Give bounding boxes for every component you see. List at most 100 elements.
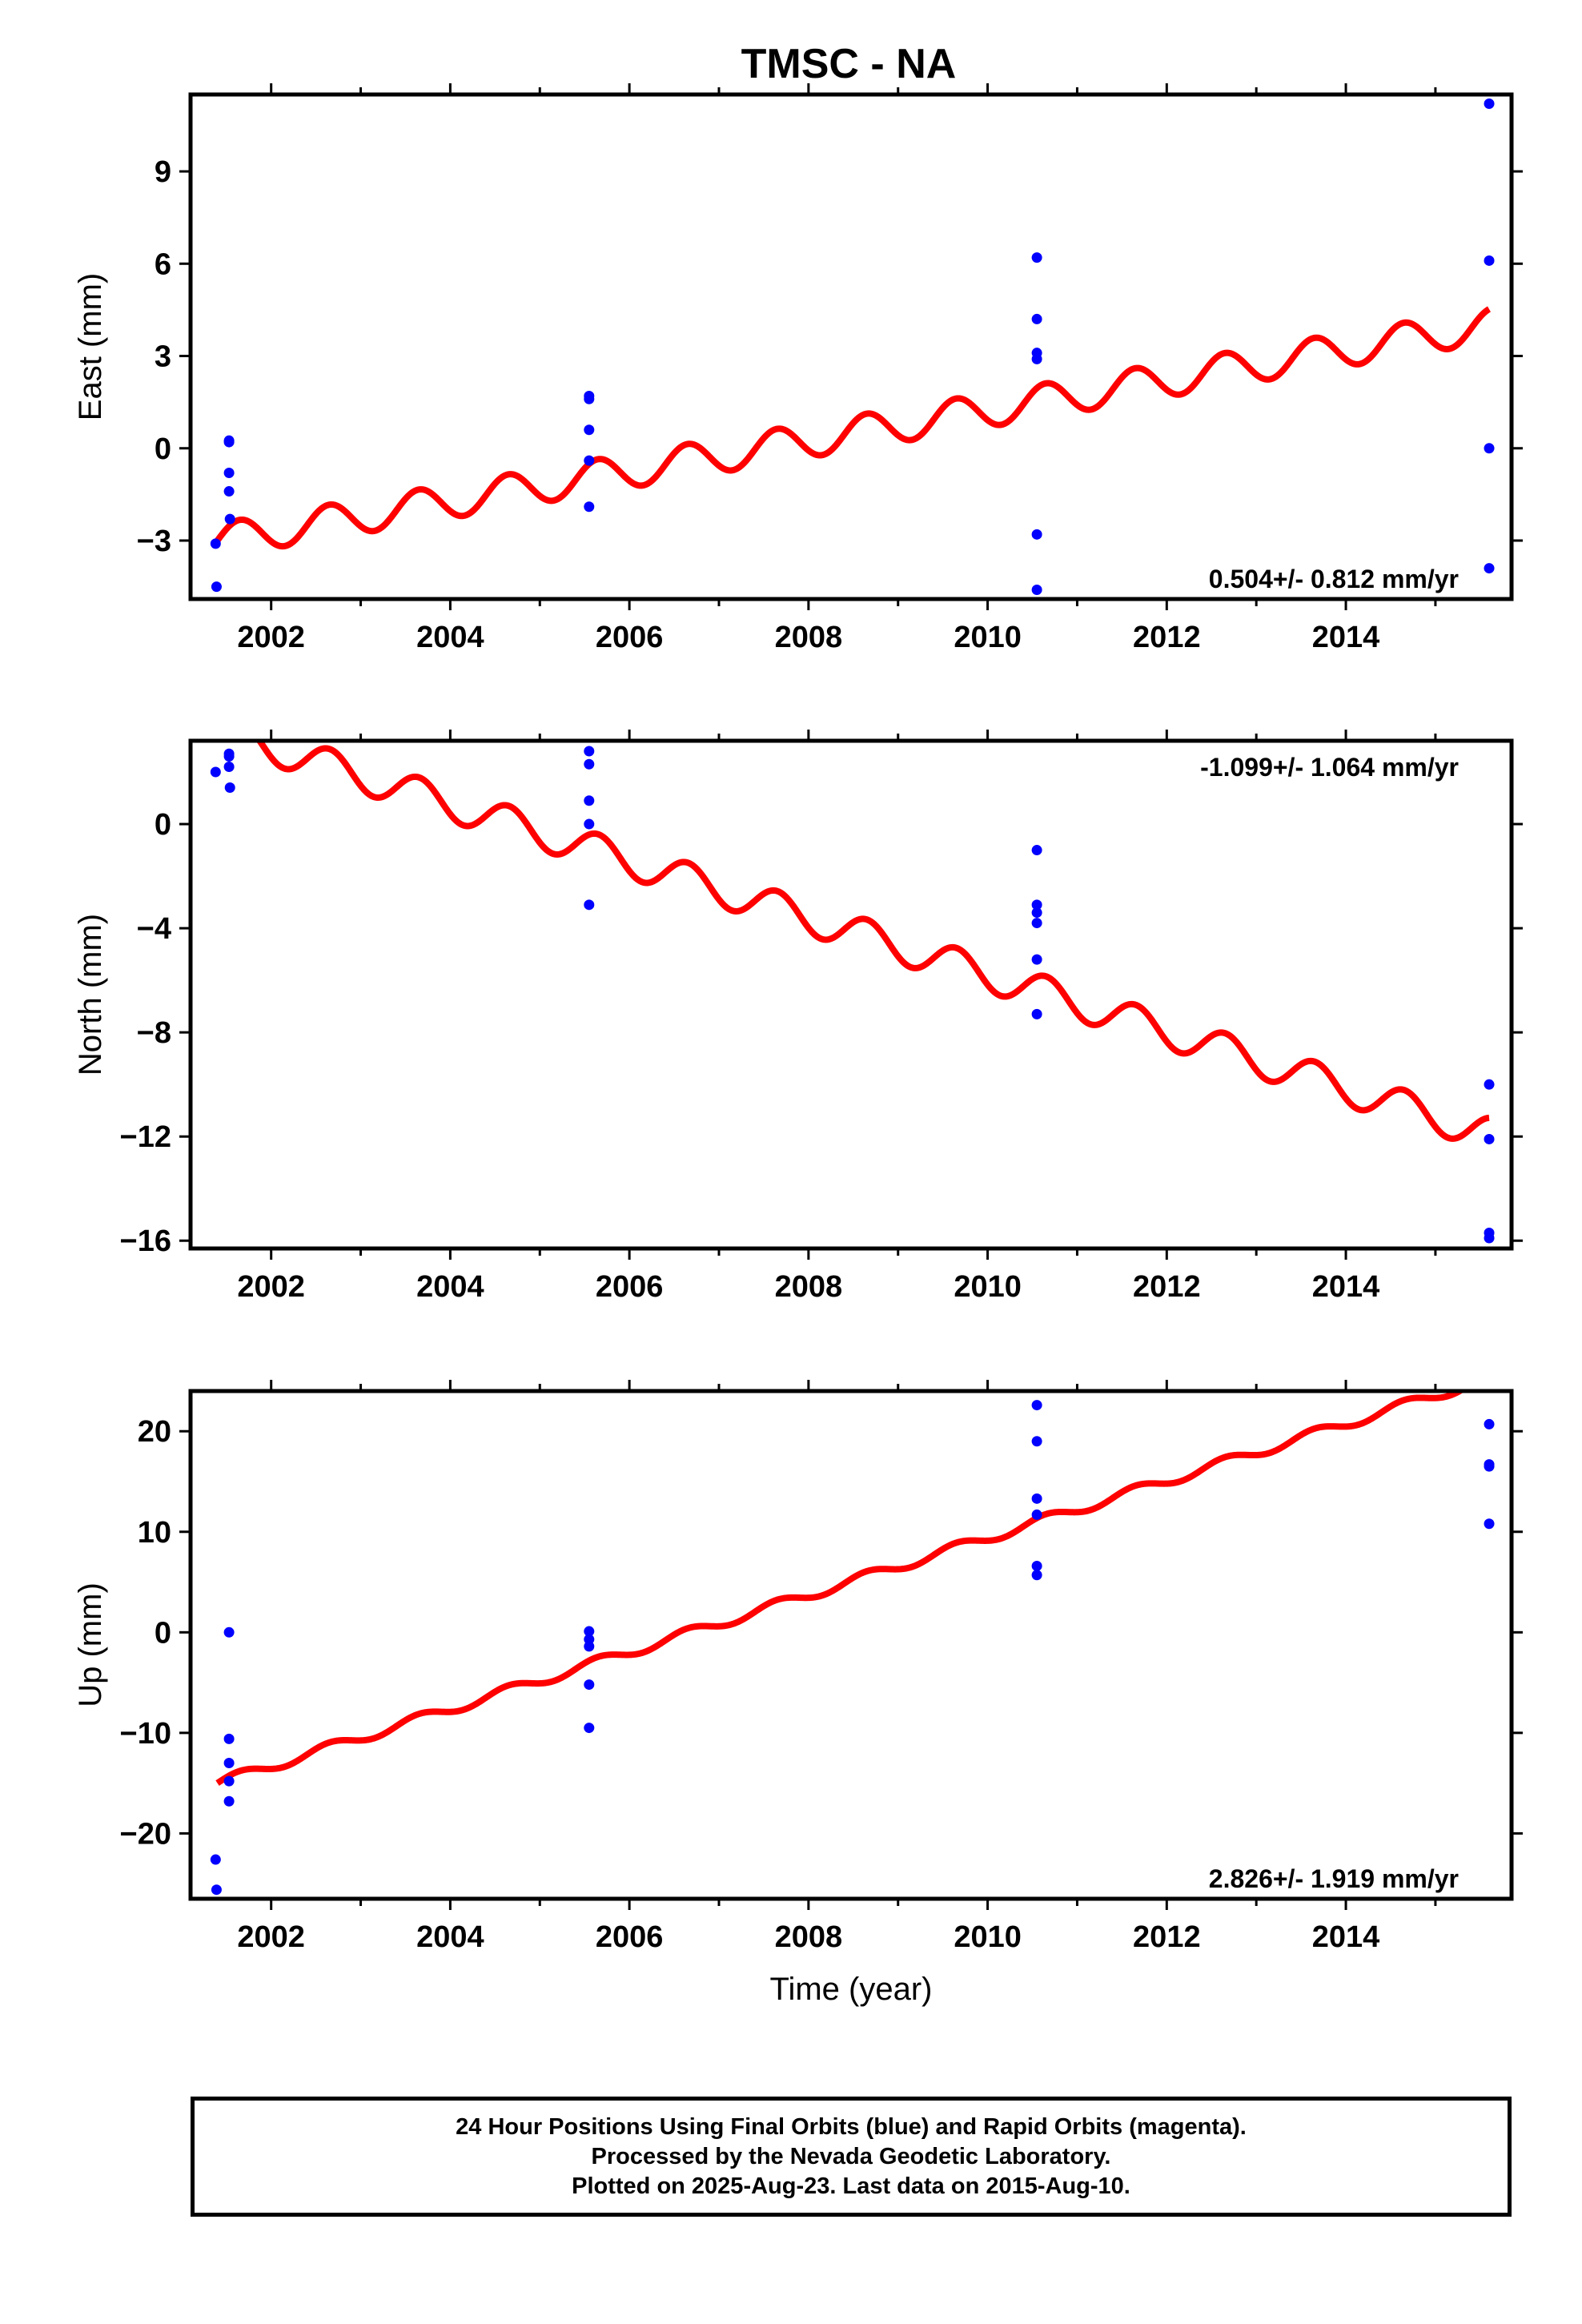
footer-line-processed: Processed by the Nevada Geodetic Laborat… — [591, 2143, 1111, 2169]
east-x-tick-label: 2004 — [416, 621, 484, 654]
east-data-point — [584, 455, 595, 466]
north-data-point — [1484, 1079, 1495, 1090]
north-data-point — [584, 818, 595, 830]
east-x-tick-label: 2010 — [954, 621, 1022, 654]
north-data-point — [1484, 1232, 1495, 1244]
up-data-point — [211, 1884, 222, 1896]
north-y-tick-label: −12 — [120, 1120, 171, 1154]
north-data-point — [584, 795, 595, 806]
up-y-tick-label: 10 — [138, 1516, 171, 1550]
up-x-tick-label: 2012 — [1133, 1920, 1201, 1954]
east-data-point — [584, 424, 595, 436]
north-y-tick-label: −4 — [137, 912, 171, 946]
east-data-point — [584, 393, 595, 404]
east-data-point — [223, 435, 235, 446]
east-model-curve — [215, 306, 1492, 550]
footer-line-orbits: 24 Hour Positions Using Final Orbits (bl… — [456, 2113, 1247, 2140]
up-plot-frame — [188, 1389, 1514, 1901]
east-plot-frame — [188, 92, 1514, 601]
up-data-point — [1484, 1461, 1495, 1472]
north-x-tick-label: 2002 — [237, 1270, 305, 1304]
up-data-point — [1484, 1518, 1495, 1530]
north-y-tick-label: −16 — [120, 1224, 171, 1258]
east-data-point — [224, 513, 235, 525]
north-data-point — [1031, 918, 1042, 929]
north-data-point — [1031, 954, 1042, 965]
east-x-tick-label: 2014 — [1312, 621, 1380, 654]
up-y-tick-label: 20 — [138, 1415, 171, 1449]
up-data-point — [1031, 1560, 1042, 1571]
up-data-point — [584, 1641, 595, 1652]
up-data-point — [223, 1775, 235, 1787]
east-x-tick-label: 2008 — [775, 621, 843, 654]
east-data-point — [223, 486, 235, 497]
footer-caption-box: 24 Hour Positions Using Final Orbits (bl… — [191, 2097, 1512, 2217]
east-y-tick-label: −3 — [137, 525, 171, 558]
north-x-tick-label: 2012 — [1133, 1270, 1201, 1304]
up-y-tick-label: −20 — [120, 1817, 171, 1851]
east-data-point — [1031, 584, 1042, 595]
east-y-tick-label: 9 — [155, 155, 171, 189]
east-data-point — [1484, 563, 1495, 574]
east-x-tick-label: 2006 — [596, 621, 664, 654]
east-data-point — [211, 581, 222, 593]
north-data-point — [1031, 899, 1042, 911]
north-y-tick-label: 0 — [155, 808, 171, 842]
east-data-point — [1484, 255, 1495, 266]
up-data-point — [1031, 1570, 1042, 1581]
north-panel: 2002 2004 2006 2008 2010 2012 2014 −16 −12 −8 −4 0 N… — [73, 730, 1523, 1304]
east-data-point — [1484, 99, 1495, 110]
north-model-curve — [255, 741, 1492, 1142]
up-data-point — [1031, 1400, 1042, 1411]
east-x-tick-label: 2012 — [1133, 621, 1201, 654]
up-data-point — [1031, 1436, 1042, 1447]
north-x-tick-label: 2006 — [596, 1270, 664, 1304]
east-data-point — [584, 501, 595, 513]
north-x-tick-label: 2014 — [1312, 1270, 1380, 1304]
north-x-tick-label: 2008 — [775, 1270, 843, 1304]
up-data-point — [210, 1854, 221, 1865]
up-x-tick-label: 2014 — [1312, 1920, 1380, 1954]
north-y-axis-label: North (mm) — [73, 914, 108, 1076]
up-x-tick-label: 2010 — [954, 1920, 1022, 1954]
north-x-tick-label: 2010 — [954, 1270, 1022, 1304]
north-data-point — [584, 758, 595, 770]
up-data-point — [223, 1733, 235, 1744]
up-data-point — [584, 1723, 595, 1734]
east-data-point — [223, 468, 235, 478]
up-x-tick-label: 2008 — [775, 1920, 843, 1954]
up-data-point — [1484, 1418, 1495, 1429]
north-data-point — [1031, 1008, 1042, 1019]
east-y-tick-label: 0 — [155, 432, 171, 466]
east-data-point — [1031, 252, 1042, 263]
up-data-point — [1031, 1493, 1042, 1504]
east-data-point — [1031, 529, 1042, 540]
up-y-tick-label: 0 — [155, 1616, 171, 1650]
north-data-point — [1031, 907, 1042, 919]
east-y-tick-label: 6 — [155, 247, 171, 281]
north-data-point — [223, 751, 235, 762]
north-data-point — [1484, 1133, 1495, 1144]
north-rate-label: -1.099+/- 1.064 mm/yr — [1200, 753, 1459, 782]
north-data-point — [210, 766, 221, 778]
north-x-tick-label: 2004 — [416, 1270, 484, 1304]
up-data-point — [584, 1679, 595, 1691]
up-y-axis-label: Up (mm) — [73, 1582, 108, 1707]
east-y-tick-label: 3 — [155, 340, 171, 374]
up-data-point — [223, 1795, 235, 1807]
up-data-point — [223, 1758, 235, 1769]
up-x-tick-label: 2006 — [596, 1920, 664, 1954]
east-y-axis-label: East (mm) — [73, 273, 108, 420]
north-y-tick-label: −8 — [137, 1016, 171, 1050]
up-x-axis-label: Time (year) — [770, 1972, 933, 2007]
east-panel: 2002 2004 2006 2008 2010 2012 2014 −3 0 3 6 9 East (… — [73, 83, 1523, 654]
up-rate-label: 2.826+/- 1.919 mm/yr — [1209, 1864, 1459, 1893]
up-model-curve — [215, 1391, 1466, 1786]
up-x-tick-label: 2002 — [237, 1920, 305, 1954]
up-x-tick-label: 2004 — [416, 1920, 484, 1954]
north-data-point — [584, 746, 595, 757]
east-rate-label: 0.504+/- 0.812 mm/yr — [1209, 565, 1459, 593]
up-data-point — [584, 1626, 595, 1637]
up-panel: 2002 2004 2006 2008 2010 2012 2014 −20 −10 0 10 20 U… — [73, 1380, 1523, 2007]
